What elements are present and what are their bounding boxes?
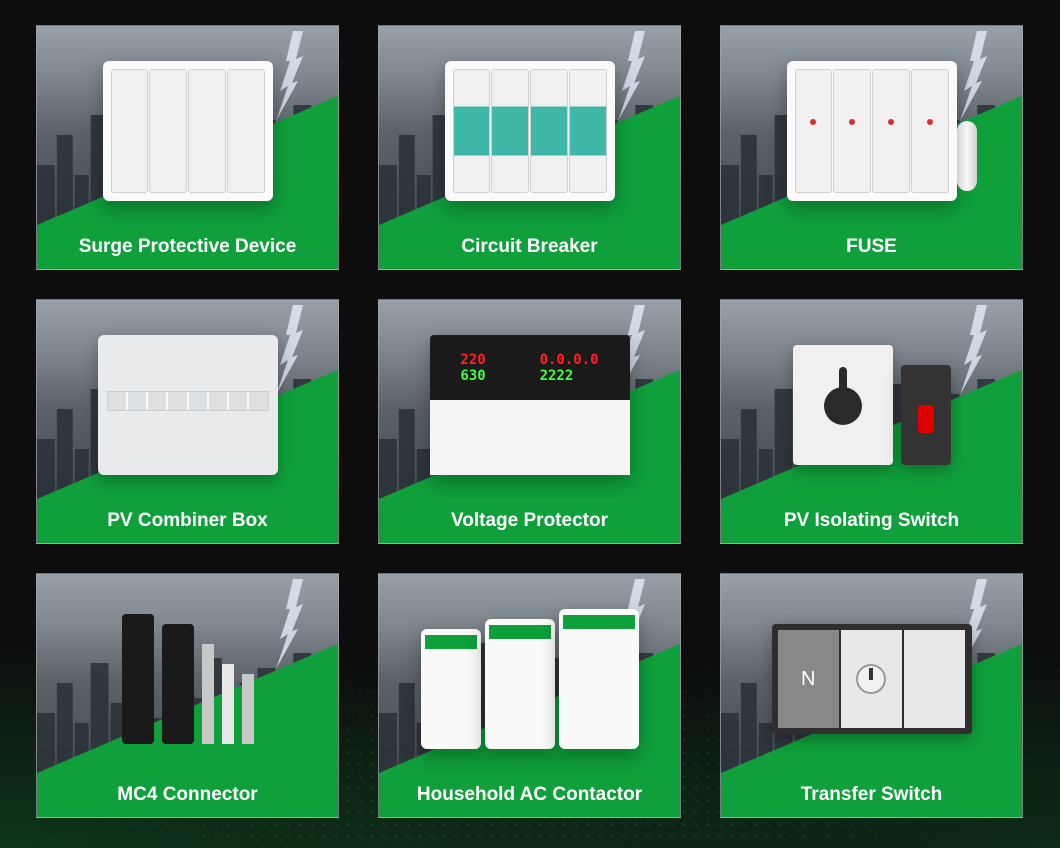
product-card-fuse[interactable]: FUSE [720, 25, 1023, 270]
product-image [88, 56, 288, 206]
caption-bar: Household AC Contactor [379, 773, 680, 817]
product-card-circuit-breaker[interactable]: Circuit Breaker [378, 25, 681, 270]
product-image: 220630 0.0.0.02222 [430, 330, 630, 480]
caption-bar: Voltage Protector [379, 499, 680, 543]
product-label: Circuit Breaker [461, 236, 597, 258]
product-label: Voltage Protector [451, 510, 608, 532]
product-image [88, 604, 288, 754]
product-card-household-ac-contactor[interactable]: Household AC Contactor [378, 573, 681, 818]
product-card-surge-protective-device[interactable]: Surge Protective Device [36, 25, 339, 270]
product-label: MC4 Connector [117, 784, 257, 806]
product-grid: Surge Protective Device Circuit Breaker [0, 0, 1060, 843]
product-label: FUSE [846, 236, 897, 258]
product-card-pv-combiner-box[interactable]: PV Combiner Box [36, 299, 339, 544]
caption-bar: FUSE [721, 225, 1022, 269]
product-image [430, 604, 630, 754]
product-label: Surge Protective Device [79, 236, 297, 258]
product-card-mc4-connector[interactable]: MC4 Connector [36, 573, 339, 818]
caption-bar: MC4 Connector [37, 773, 338, 817]
product-card-voltage-protector[interactable]: 220630 0.0.0.02222 Voltage Protector [378, 299, 681, 544]
caption-bar: Surge Protective Device [37, 225, 338, 269]
product-image [88, 330, 288, 480]
product-card-transfer-switch[interactable]: N Transfer Switch [720, 573, 1023, 818]
product-image [772, 56, 972, 206]
caption-bar: PV Isolating Switch [721, 499, 1022, 543]
product-label: Transfer Switch [801, 784, 943, 806]
product-image [430, 56, 630, 206]
product-label: PV Isolating Switch [784, 510, 959, 532]
product-card-pv-isolating-switch[interactable]: PV Isolating Switch [720, 299, 1023, 544]
caption-bar: PV Combiner Box [37, 499, 338, 543]
product-image [772, 330, 972, 480]
product-image: N [772, 604, 972, 754]
product-label: PV Combiner Box [107, 510, 267, 532]
caption-bar: Circuit Breaker [379, 225, 680, 269]
product-label: Household AC Contactor [417, 784, 642, 806]
caption-bar: Transfer Switch [721, 773, 1022, 817]
